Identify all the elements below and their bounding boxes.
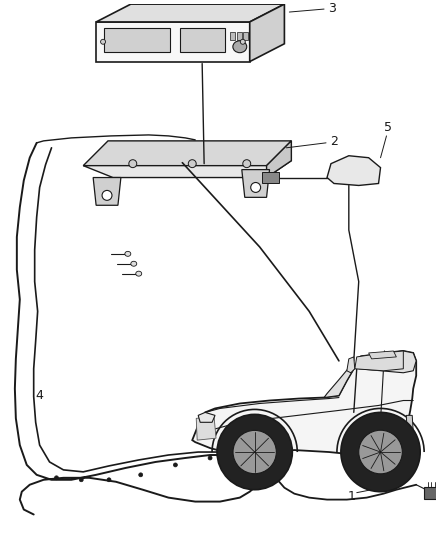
Ellipse shape (217, 414, 292, 490)
Polygon shape (83, 141, 291, 166)
Ellipse shape (233, 430, 276, 474)
Text: 2: 2 (330, 135, 338, 148)
Polygon shape (237, 32, 242, 40)
Polygon shape (324, 368, 354, 398)
Bar (424, 487, 438, 498)
Polygon shape (242, 169, 269, 197)
Polygon shape (96, 22, 250, 62)
Ellipse shape (250, 460, 254, 464)
Ellipse shape (208, 456, 212, 460)
Polygon shape (243, 32, 248, 40)
Ellipse shape (251, 182, 261, 192)
Ellipse shape (129, 160, 137, 167)
Ellipse shape (139, 473, 143, 477)
Text: 4: 4 (35, 389, 43, 402)
Text: 1: 1 (348, 490, 356, 503)
Ellipse shape (101, 39, 106, 44)
Ellipse shape (131, 261, 137, 266)
Ellipse shape (188, 160, 196, 167)
Ellipse shape (54, 476, 58, 480)
Polygon shape (230, 32, 235, 40)
Ellipse shape (240, 39, 245, 44)
Polygon shape (93, 177, 121, 205)
Polygon shape (104, 28, 170, 52)
Ellipse shape (102, 190, 112, 200)
Polygon shape (196, 416, 216, 440)
Text: 5: 5 (385, 122, 392, 134)
Ellipse shape (136, 271, 142, 276)
Polygon shape (83, 141, 291, 177)
Ellipse shape (233, 41, 247, 53)
Ellipse shape (243, 160, 251, 167)
Polygon shape (96, 4, 284, 22)
Polygon shape (406, 415, 413, 433)
Ellipse shape (173, 463, 177, 467)
Polygon shape (180, 28, 225, 52)
Bar (261, 172, 279, 183)
Ellipse shape (79, 478, 83, 482)
Polygon shape (250, 4, 284, 62)
Polygon shape (359, 351, 416, 373)
Ellipse shape (125, 252, 131, 256)
Ellipse shape (107, 478, 111, 482)
Polygon shape (192, 351, 416, 455)
Polygon shape (327, 156, 381, 185)
Polygon shape (369, 351, 396, 359)
Polygon shape (267, 141, 291, 177)
Ellipse shape (359, 430, 403, 474)
Polygon shape (355, 351, 403, 371)
Text: 3: 3 (328, 2, 336, 14)
Polygon shape (347, 357, 355, 373)
Polygon shape (198, 413, 215, 422)
Ellipse shape (233, 454, 237, 458)
Ellipse shape (341, 413, 420, 491)
